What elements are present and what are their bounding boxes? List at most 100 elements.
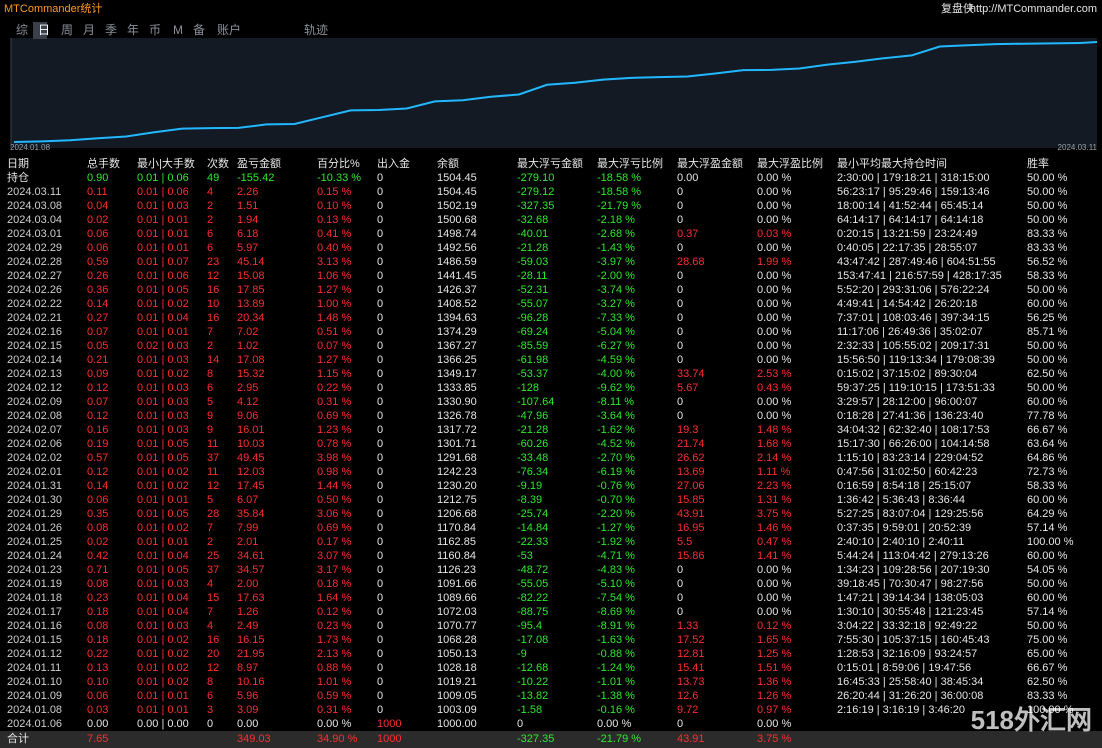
column-header: 胜率 <box>1027 156 1049 170</box>
cell: -7.54 % <box>597 592 635 604</box>
cell: 0.04 <box>87 200 108 212</box>
cell: 0.00 % <box>757 592 791 604</box>
row-date: 2024.01.11 <box>7 662 61 674</box>
tab[interactable]: 月 <box>83 23 95 37</box>
cell: 37 <box>207 452 219 464</box>
cell: 50.00 % <box>1027 186 1068 198</box>
tab[interactable]: 综 <box>16 23 28 37</box>
row-date: 2024.01.15 <box>7 634 62 646</box>
cell: 10 <box>207 298 219 310</box>
cell: 33.74 <box>677 368 705 380</box>
cell: 1230.20 <box>437 480 477 492</box>
cell: 2 <box>207 340 213 352</box>
tab[interactable]: 轨迹 <box>304 23 328 37</box>
cell: 0.01 | 0.06 <box>137 172 189 184</box>
tab[interactable]: 账户 <box>217 22 241 37</box>
tab[interactable]: 季 <box>105 23 117 37</box>
cell: 1504.45 <box>437 172 477 184</box>
cell: 1000 <box>377 718 401 730</box>
cell: -8.11 % <box>597 396 634 408</box>
cell: -9 <box>517 648 527 660</box>
cell: 0.06 <box>87 242 108 254</box>
cell: 1.44 % <box>317 480 351 492</box>
cell: 1349.17 <box>437 368 477 380</box>
cell: 0.00 % <box>757 718 791 730</box>
cell: 0.00 % <box>757 564 791 576</box>
cell: 5.67 <box>677 382 698 394</box>
cell: 100.00 % <box>1027 704 1074 716</box>
cell: 0 <box>377 620 383 632</box>
cell: -1.27 % <box>597 522 635 534</box>
cell: 0.69 % <box>317 410 351 422</box>
cell: 0 <box>377 256 383 268</box>
cell: 0.01 | 0.06 <box>137 270 189 282</box>
cell: 0.57 <box>87 452 108 464</box>
tab[interactable]: 备 <box>193 23 205 37</box>
cell: 0.01 | 0.06 <box>137 186 189 198</box>
cell: 0.00 % <box>757 410 791 422</box>
cell: 0 <box>377 242 383 254</box>
cell: 1.15 % <box>317 368 351 380</box>
column-header: 最小平均最大持仓时间 <box>837 156 947 170</box>
brand[interactable]: 复盘侠 <box>941 1 974 15</box>
cell: 15:56:50 | 119:13:34 | 179:08:39 <box>837 354 995 366</box>
cell: 0.10 <box>87 676 108 688</box>
cell: 0.01 | 0.04 <box>137 606 189 618</box>
cell: 0.01 | 0.03 <box>137 620 189 632</box>
row-date: 2024.01.30 <box>7 494 62 506</box>
cell: -0.70 % <box>597 494 635 506</box>
cell: 0.00 % <box>757 186 791 198</box>
row-date: 2024.02.15 <box>7 340 62 352</box>
cell: 0.00 <box>677 172 698 184</box>
tab[interactable]: 日 <box>38 23 50 37</box>
row-date: 持仓 <box>7 170 29 184</box>
cell: 1:36:42 | 5:36:43 | 8:36:44 <box>837 494 965 506</box>
cell: 8 <box>207 676 213 688</box>
cell: 0.13 % <box>317 214 351 226</box>
cell: 0.12 % <box>757 620 791 632</box>
cell: -2.18 % <box>597 214 635 226</box>
tab[interactable]: 周 <box>61 23 73 37</box>
cell: 1.48 % <box>317 312 351 324</box>
total-cell: -327.35 <box>517 733 554 745</box>
cell: 0 <box>677 270 683 282</box>
cell: 20 <box>207 648 219 660</box>
cell: 0 <box>377 410 383 422</box>
cell: 1:34:23 | 109:28:56 | 207:19:30 <box>837 564 990 576</box>
cell: 3:29:57 | 28:12:00 | 96:00:07 <box>837 396 977 408</box>
cell: 1.02 <box>237 340 258 352</box>
cell: 64:14:17 | 64:14:17 | 64:14:18 <box>837 214 983 226</box>
site-url[interactable]: http://MTCommander.com <box>970 3 1097 15</box>
cell: 2.49 <box>237 620 258 632</box>
cell: 3.07 % <box>317 550 351 562</box>
cell: 1072.03 <box>437 606 477 618</box>
cell: 0:15:01 | 8:59:06 | 19:47:56 <box>837 662 971 674</box>
cell: 0.00 % <box>757 340 791 352</box>
cell: -12.68 <box>517 662 548 674</box>
cell: 60.00 % <box>1027 298 1068 310</box>
cell: 0.01 | 0.04 <box>137 592 189 604</box>
cell: 5:52:20 | 293:31:06 | 576:22:24 <box>837 284 990 296</box>
total-cell: 7.65 <box>87 733 108 745</box>
cell: 0.40 % <box>317 242 351 254</box>
tab[interactable]: 币 <box>149 23 161 37</box>
cell: -69.24 <box>517 326 548 338</box>
cell: 1.01 % <box>317 676 351 688</box>
cell: 0 <box>677 214 683 226</box>
cell: 1.51 <box>237 200 258 212</box>
cell: 0 <box>677 312 683 324</box>
tab[interactable]: 年 <box>127 23 139 37</box>
cell: -107.64 <box>517 396 554 408</box>
cell: 0 <box>207 718 213 730</box>
cell: -8.91 % <box>597 620 635 632</box>
cell: 0 <box>377 438 383 450</box>
tab[interactable]: M <box>173 23 183 37</box>
cell: 0.00 % <box>757 284 791 296</box>
cell: 64.29 % <box>1027 508 1068 520</box>
cell: -1.62 % <box>597 424 635 436</box>
cell: 1500.68 <box>437 214 477 226</box>
cell: 1126.23 <box>437 564 476 576</box>
total-cell: 349.03 <box>237 733 271 745</box>
cell: 0.00 % <box>757 200 791 212</box>
